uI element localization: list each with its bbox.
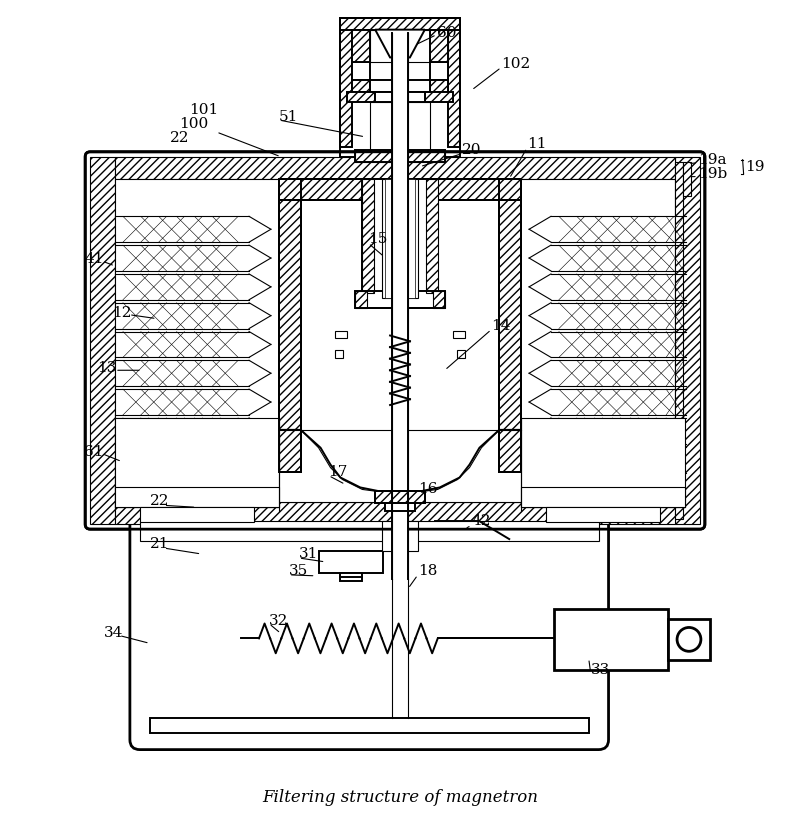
Bar (546, 508, 660, 522)
Bar (430, 29, 448, 62)
Text: 102: 102 (502, 57, 530, 72)
Text: 33: 33 (590, 663, 610, 677)
Bar (115, 503, 675, 524)
Text: 51: 51 (279, 110, 298, 124)
Bar (375, 92, 425, 102)
Bar (433, 290, 445, 308)
Bar (385, 503, 415, 512)
Bar (150, 718, 589, 733)
Bar (375, 491, 425, 503)
Bar (499, 179, 521, 472)
Text: 19: 19 (746, 160, 765, 174)
Text: 19a: 19a (698, 153, 726, 166)
Bar (115, 157, 675, 179)
Bar (355, 290, 445, 308)
Text: 14: 14 (491, 318, 511, 333)
Bar (279, 179, 301, 472)
Bar (457, 350, 465, 358)
Bar (362, 179, 438, 308)
Bar (355, 150, 445, 162)
Bar (352, 80, 370, 92)
Bar (370, 102, 430, 159)
Polygon shape (375, 29, 425, 57)
Bar (675, 162, 683, 519)
Text: 13: 13 (97, 361, 117, 375)
Bar (453, 330, 465, 339)
Bar (318, 551, 383, 573)
Text: 31: 31 (298, 547, 318, 561)
Bar (140, 521, 598, 541)
Text: 101: 101 (190, 103, 218, 117)
Bar (115, 418, 279, 508)
Text: 42: 42 (471, 514, 491, 528)
Text: 17: 17 (329, 464, 348, 478)
Polygon shape (352, 29, 370, 62)
Bar (347, 92, 375, 102)
Text: 41: 41 (84, 252, 104, 266)
Text: 12: 12 (112, 306, 131, 320)
Bar (448, 18, 459, 147)
Bar (521, 487, 685, 508)
Polygon shape (430, 29, 448, 62)
Bar (355, 150, 445, 162)
Bar (279, 179, 521, 201)
Text: 61: 61 (84, 445, 104, 459)
Bar (341, 18, 459, 157)
Bar (341, 18, 352, 147)
Bar (115, 179, 675, 503)
Bar (335, 350, 343, 358)
Text: 11: 11 (527, 137, 546, 151)
Bar (554, 609, 668, 670)
Bar (392, 33, 408, 579)
Text: Filtering structure of magnetron: Filtering structure of magnetron (262, 789, 538, 805)
Text: 16: 16 (418, 482, 438, 496)
Text: 35: 35 (289, 564, 308, 578)
Bar (140, 508, 254, 522)
Bar (425, 92, 453, 102)
Bar (279, 179, 521, 201)
Bar (382, 521, 418, 551)
Bar (341, 18, 459, 29)
Bar (279, 179, 301, 472)
Bar (115, 487, 279, 508)
Bar (430, 80, 448, 92)
Bar (352, 29, 370, 62)
Bar (683, 162, 691, 197)
Text: 22: 22 (150, 494, 170, 508)
Text: 15: 15 (368, 233, 387, 246)
Text: 22: 22 (170, 131, 189, 145)
Text: 100: 100 (179, 117, 209, 131)
Text: 32: 32 (269, 614, 288, 628)
Text: 18: 18 (418, 564, 438, 578)
Bar (521, 418, 685, 508)
Bar (341, 573, 362, 581)
Bar (362, 179, 374, 293)
Bar (335, 330, 347, 339)
Bar (352, 62, 370, 80)
Bar (675, 157, 700, 524)
Bar (430, 62, 448, 80)
FancyBboxPatch shape (130, 512, 609, 750)
Polygon shape (370, 29, 430, 62)
Bar (375, 491, 425, 503)
Bar (355, 290, 367, 308)
Text: 21: 21 (150, 537, 170, 551)
Text: 20: 20 (462, 143, 481, 157)
Bar (370, 80, 430, 92)
Text: 34: 34 (104, 627, 123, 641)
Bar (382, 179, 418, 298)
Text: 60: 60 (437, 25, 456, 40)
Bar (499, 179, 521, 472)
Bar (90, 157, 115, 524)
Bar (668, 619, 710, 660)
Text: 19b: 19b (698, 166, 727, 180)
Bar (385, 179, 415, 298)
Bar (426, 179, 438, 293)
FancyBboxPatch shape (86, 152, 705, 529)
